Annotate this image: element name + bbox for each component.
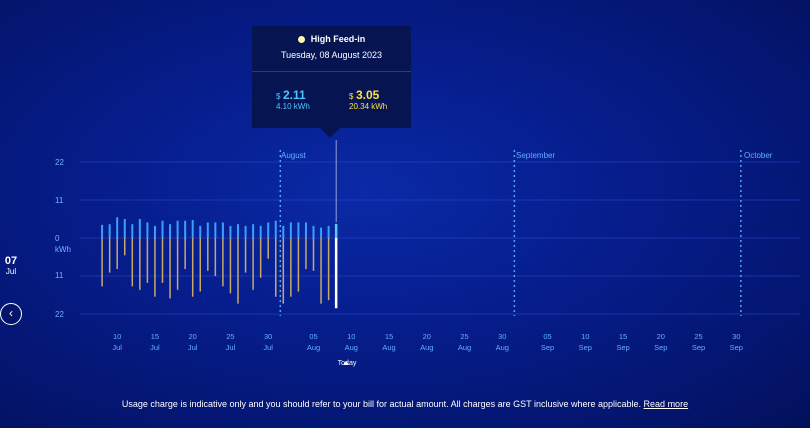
- x-tick-month: Sep: [691, 343, 706, 352]
- y-tick-label: 22: [55, 310, 64, 319]
- x-tick-month: Jul: [263, 343, 273, 352]
- usage-currency: $: [276, 92, 281, 101]
- x-tick-day: 10: [113, 332, 122, 341]
- x-tick-month: Aug: [495, 343, 509, 352]
- x-tick-label: 20 Jul: [178, 331, 208, 353]
- x-tick-day: 30: [498, 332, 507, 341]
- x-tick-label: 20 Sep: [646, 331, 676, 353]
- x-tick-day: 15: [618, 332, 628, 341]
- x-tick-month: Sep: [654, 343, 668, 352]
- y-unit-label: kWh: [55, 245, 71, 254]
- read-more-link[interactable]: Read more: [643, 399, 689, 409]
- feedin-kwh: 20.34 kWh: [349, 102, 388, 111]
- x-tick-month: Aug: [420, 343, 434, 352]
- y-tick-label: 11: [55, 196, 64, 205]
- x-tick-month: Jul: [187, 343, 198, 352]
- tooltip-title: High Feed-in: [310, 34, 366, 44]
- tooltip-header: High Feed-in Tuesday, 08 August 2023: [252, 26, 411, 72]
- x-tick-month: Sep: [729, 343, 743, 352]
- x-tick-day: 15: [150, 332, 160, 341]
- tooltip-feedin: $ 3.05 20.34 kWh: [349, 88, 387, 111]
- x-tick-month: Aug: [306, 343, 321, 352]
- tooltip-usage: $ 2.11 4.10 kWh: [276, 88, 310, 111]
- x-tick-day: 10: [581, 332, 590, 341]
- x-tick-label: 30 Jul: [253, 331, 283, 353]
- x-tick-day: 15: [384, 332, 394, 341]
- usage-amount: 2.11: [282, 88, 306, 102]
- feedin-dot-icon: [297, 36, 305, 43]
- y-tick-label: 22: [55, 158, 64, 167]
- x-tick-label: 10 Sep: [570, 331, 600, 353]
- chart-tooltip: High Feed-in Tuesday, 08 August 2023 $ 2…: [252, 26, 411, 138]
- x-tick-month: Aug: [457, 343, 472, 352]
- x-tick-label: 25 Sep: [684, 331, 714, 353]
- x-tick-month: Aug: [344, 343, 358, 352]
- x-tick-month: Jul: [225, 343, 236, 352]
- x-tick-day: 25: [226, 332, 235, 341]
- x-tick-month: Sep: [616, 343, 630, 352]
- period-start-date: 07 Jul: [3, 255, 19, 276]
- chevron-left-icon: ‹: [9, 306, 13, 320]
- x-tick-label: 25 Aug: [450, 331, 480, 353]
- x-tick-label: 20 Aug: [412, 331, 442, 353]
- y-tick-label: 0: [55, 234, 60, 243]
- x-tick-month: Aug: [382, 343, 396, 352]
- today-label: Today: [337, 360, 357, 367]
- x-tick-day: 30: [732, 332, 741, 341]
- x-tick-month: Jul: [150, 343, 160, 352]
- y-tick-label: 11: [55, 271, 64, 280]
- x-tick-day: 25: [460, 332, 469, 341]
- x-tick-label: 25 Jul: [215, 331, 245, 353]
- disclaimer-text: Usage charge is indicative only and you …: [121, 399, 642, 409]
- x-tick-label: 30 Sep: [721, 331, 751, 353]
- x-tick-day: 20: [656, 332, 665, 341]
- disclaimer: Usage charge is indicative only and you …: [0, 399, 810, 409]
- usage-kwh: 4.10 kWh: [276, 102, 310, 111]
- x-tick-day: 20: [422, 332, 431, 341]
- month-label-september: September: [516, 151, 556, 160]
- x-tick-day: 25: [694, 332, 703, 341]
- x-tick-day: 05: [543, 332, 552, 341]
- x-tick-day: 05: [309, 332, 318, 341]
- period-start-month: Jul: [5, 267, 17, 276]
- x-tick-day: 20: [188, 332, 197, 341]
- x-tick-label: 10 Jul: [102, 331, 132, 353]
- x-tick-day: 30: [264, 332, 273, 341]
- x-tick-month: Jul: [112, 343, 122, 352]
- x-tick-label: 30 Aug: [487, 331, 517, 353]
- feedin-amount: 3.05: [355, 88, 380, 102]
- month-label-october: October: [744, 151, 773, 160]
- feedin-currency: $: [349, 92, 354, 101]
- previous-period-button[interactable]: ‹: [0, 303, 22, 325]
- x-tick-label: 15 Sep: [608, 331, 638, 353]
- x-tick-label: 10 Aug: [336, 331, 366, 353]
- period-start-day: 07: [4, 255, 18, 267]
- x-tick-day: 10: [347, 332, 356, 341]
- month-label-august: August: [281, 151, 306, 160]
- x-tick-label: 15 Aug: [374, 331, 404, 353]
- today-arrow-icon: [343, 361, 349, 365]
- tooltip-date: Tuesday, 08 August 2023: [280, 50, 383, 60]
- x-tick-label: 05 Aug: [299, 331, 329, 353]
- x-tick-month: Sep: [540, 343, 555, 352]
- x-tick-label: 15 Jul: [140, 331, 170, 353]
- x-tick-month: Sep: [578, 343, 592, 352]
- x-tick-label: 05 Sep: [533, 331, 563, 353]
